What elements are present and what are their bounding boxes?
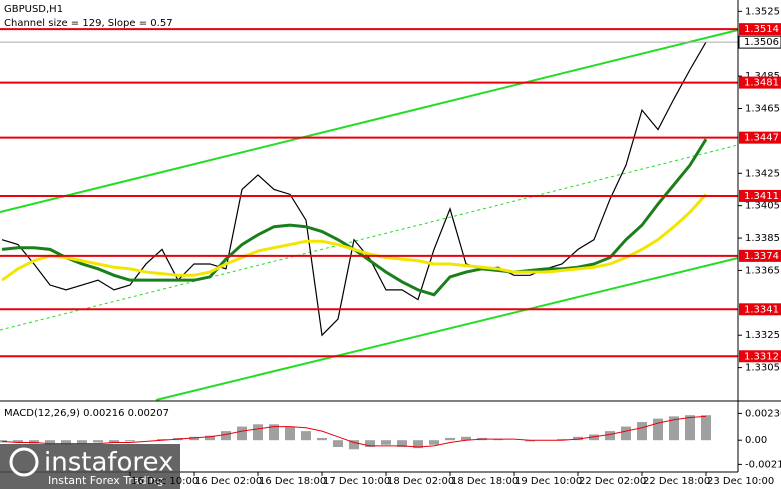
x-tick-label: 16 Dec 10:00 (131, 476, 198, 487)
symbol-title: GBPUSD,H1 (4, 4, 63, 15)
macd-signal (1, 415, 707, 448)
macd-bar (397, 440, 407, 448)
level-label: 1.3341 (744, 304, 779, 315)
macd-bar (349, 440, 359, 450)
level-label-box (739, 303, 781, 316)
macd-bar (557, 439, 567, 441)
logo-tagline: Instant Forex Trading (48, 474, 164, 487)
macd-bar (701, 415, 711, 441)
macd-bar (269, 424, 279, 441)
macd-bar (61, 440, 71, 445)
macd-bar (317, 437, 327, 441)
macd-bar (429, 440, 439, 445)
macd-bar (13, 440, 23, 443)
macd-bar (461, 436, 471, 441)
level-label-box (739, 189, 781, 202)
macd-bar (653, 418, 663, 441)
x-tick-label: 22 Dec 02:00 (579, 476, 646, 487)
x-tick-label: 19 Dec 10:00 (515, 476, 582, 487)
level-label: 1.3447 (744, 133, 779, 144)
macd-bar (189, 436, 199, 441)
macd-bar (205, 435, 215, 441)
y-tick-label: 1.3325 (745, 330, 780, 341)
channel-middle (0, 144, 739, 331)
plot-area (0, 28, 739, 450)
macd-bar (365, 440, 375, 448)
macd-bar (605, 431, 615, 441)
macd-bar (333, 440, 343, 448)
level-label-box (739, 249, 781, 262)
y-tick-label: 1.3425 (745, 168, 780, 179)
logo-icon (9, 447, 39, 477)
macd-bar (157, 439, 167, 441)
price-line (1, 41, 707, 337)
y-tick-label: 1.3365 (745, 265, 780, 276)
macd-bar (93, 440, 103, 443)
level-label-box (739, 76, 781, 89)
macd-bar (29, 440, 39, 444)
level-label: 1.3411 (744, 191, 779, 202)
y-tick-label: -0.00213 (745, 459, 781, 470)
macd-bar (253, 424, 263, 441)
macd-bar (221, 431, 231, 441)
macd-bar (237, 426, 247, 441)
macd-bar (669, 416, 679, 441)
channel-upper (0, 29, 739, 213)
y-tick-label: 1.3465 (745, 104, 780, 115)
x-tick-label: 18 Dec 18:00 (451, 476, 518, 487)
channel-info: Channel size = 129, Slope = 0.57 (4, 18, 173, 29)
x-tick-label: 16 Dec 02:00 (195, 476, 262, 487)
current-price-box (738, 35, 781, 49)
logo-name: instaforex (44, 448, 173, 478)
macd-bar (589, 434, 599, 441)
level-label: 1.3312 (744, 351, 779, 362)
y-tick-label: 0.00236 (745, 408, 781, 419)
macd-bar (685, 415, 695, 441)
y-tick-label: 0.00 (745, 435, 767, 446)
x-tick-label: 16 Dec 18:00 (259, 476, 326, 487)
macd-bar (301, 431, 311, 441)
x-tick-label: 23 Dec 10:00 (707, 476, 774, 487)
macd-bar (621, 426, 631, 441)
level-label-box (739, 23, 781, 36)
y-tick-label: 1.3525 (745, 6, 780, 17)
level-label-box (739, 350, 781, 363)
x-tick-label: 17 Dec 10:00 (323, 476, 390, 487)
macd-bar (109, 440, 119, 443)
channel-lower (155, 257, 739, 401)
level-label: 1.3514 (744, 24, 779, 35)
price-line (1, 193, 708, 282)
level-label: 1.3374 (744, 251, 779, 262)
y-tick-label: 1.3405 (745, 201, 780, 212)
macd-bar (77, 440, 87, 444)
macd-bar (413, 440, 423, 449)
macd-bar (445, 437, 455, 441)
x-tick-label: 18 Dec 02:00 (387, 476, 454, 487)
macd-bar (637, 422, 647, 441)
level-label-box (739, 131, 781, 144)
macd-bar (573, 436, 583, 441)
macd-bar (525, 440, 535, 442)
macd-title: MACD(12,26,9) 0.00216 0.00207 (4, 408, 169, 419)
y-tick-label: 1.3385 (745, 233, 780, 244)
x-tick-label: 22 Dec 18:00 (643, 476, 710, 487)
macd-bar (285, 426, 295, 441)
logo: instaforex Instant Forex Trading (0, 444, 180, 489)
macd-bar (45, 440, 55, 445)
macd-bar (493, 439, 503, 441)
macd-bar (381, 440, 391, 445)
level-label: 1.3481 (744, 78, 779, 89)
macd-bar (125, 440, 135, 442)
y-tick-label: 1.3305 (745, 363, 780, 374)
current-price-label: 1.3506 (744, 37, 779, 48)
